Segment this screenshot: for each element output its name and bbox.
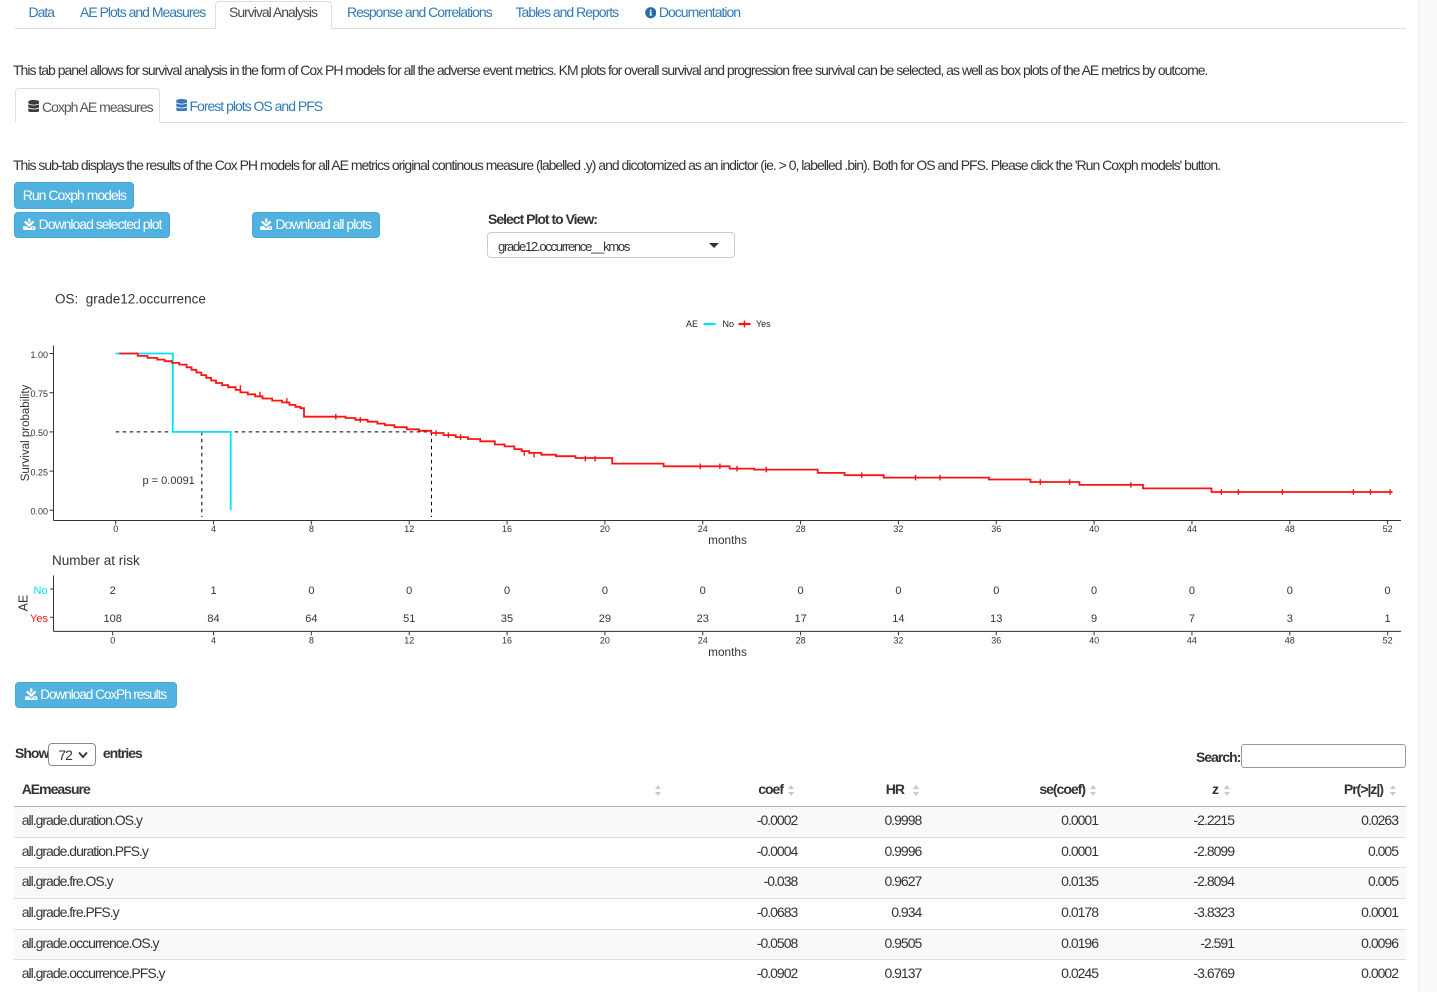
svg-text:0: 0 — [993, 585, 999, 597]
svg-text:No: No — [723, 319, 735, 329]
svg-text:1: 1 — [210, 585, 216, 597]
svg-text:84: 84 — [207, 613, 219, 625]
svg-text:0: 0 — [110, 636, 115, 646]
svg-text:months: months — [708, 645, 747, 659]
svg-text:0: 0 — [895, 585, 901, 597]
svg-text:1.00: 1.00 — [30, 350, 48, 360]
svg-text:0: 0 — [308, 585, 314, 597]
svg-text:24: 24 — [698, 524, 708, 534]
svg-text:12: 12 — [404, 524, 414, 534]
svg-text:AE: AE — [686, 319, 698, 329]
svg-text:0.50: 0.50 — [30, 428, 48, 438]
svg-text:28: 28 — [796, 636, 806, 646]
svg-text:16: 16 — [502, 636, 512, 646]
svg-text:0: 0 — [504, 585, 510, 597]
svg-text:44: 44 — [1187, 636, 1197, 646]
svg-text:AE: AE — [16, 595, 30, 612]
svg-text:0: 0 — [1091, 585, 1097, 597]
svg-text:14: 14 — [892, 613, 904, 625]
svg-text:Number at risk: Number at risk — [52, 553, 140, 568]
svg-text:35: 35 — [501, 613, 513, 625]
svg-text:2: 2 — [110, 585, 116, 597]
svg-text:0: 0 — [798, 585, 804, 597]
svg-text:108: 108 — [104, 613, 122, 625]
svg-text:36: 36 — [991, 636, 1001, 646]
svg-text:36: 36 — [991, 524, 1001, 534]
svg-text:3: 3 — [1287, 613, 1293, 625]
svg-text:24: 24 — [698, 636, 708, 646]
svg-text:32: 32 — [893, 636, 903, 646]
svg-text:0.25: 0.25 — [30, 467, 48, 477]
svg-text:0: 0 — [602, 585, 608, 597]
svg-text:51: 51 — [403, 613, 415, 625]
svg-text:48: 48 — [1285, 524, 1295, 534]
svg-text:16: 16 — [502, 524, 512, 534]
svg-text:20: 20 — [600, 524, 610, 534]
svg-text:0: 0 — [1385, 585, 1391, 597]
svg-text:8: 8 — [309, 636, 314, 646]
svg-text:0: 0 — [406, 585, 412, 597]
svg-text:28: 28 — [796, 524, 806, 534]
svg-text:0.00: 0.00 — [30, 507, 48, 517]
svg-text:64: 64 — [305, 613, 317, 625]
svg-text:8: 8 — [309, 524, 314, 534]
svg-text:Yes: Yes — [30, 613, 48, 625]
svg-text:23: 23 — [697, 613, 709, 625]
svg-text:0: 0 — [113, 524, 118, 534]
svg-text:0: 0 — [1189, 585, 1195, 597]
svg-text:0: 0 — [700, 585, 706, 597]
svg-text:7: 7 — [1189, 613, 1195, 625]
svg-text:Yes: Yes — [756, 319, 771, 329]
svg-text:52: 52 — [1383, 636, 1393, 646]
svg-text:9: 9 — [1091, 613, 1097, 625]
svg-text:40: 40 — [1089, 636, 1099, 646]
svg-text:17: 17 — [794, 613, 806, 625]
svg-text:52: 52 — [1383, 524, 1393, 534]
svg-text:OS: grade12.occurrence: OS: grade12.occurrence — [55, 292, 206, 307]
svg-text:20: 20 — [600, 636, 610, 646]
svg-text:0.75: 0.75 — [30, 389, 48, 399]
svg-text:4: 4 — [211, 636, 216, 646]
svg-text:No: No — [33, 585, 47, 597]
svg-text:0: 0 — [1287, 585, 1293, 597]
svg-text:4: 4 — [211, 524, 216, 534]
svg-text:1: 1 — [1385, 613, 1391, 625]
svg-text:12: 12 — [404, 636, 414, 646]
svg-text:32: 32 — [893, 524, 903, 534]
svg-text:29: 29 — [599, 613, 611, 625]
svg-text:44: 44 — [1187, 524, 1197, 534]
svg-text:p = 0.0091: p = 0.0091 — [143, 475, 195, 487]
svg-text:13: 13 — [990, 613, 1002, 625]
svg-text:48: 48 — [1285, 636, 1295, 646]
svg-text:months: months — [708, 533, 747, 547]
svg-text:40: 40 — [1089, 524, 1099, 534]
svg-text:Survival probability: Survival probability — [20, 384, 32, 481]
